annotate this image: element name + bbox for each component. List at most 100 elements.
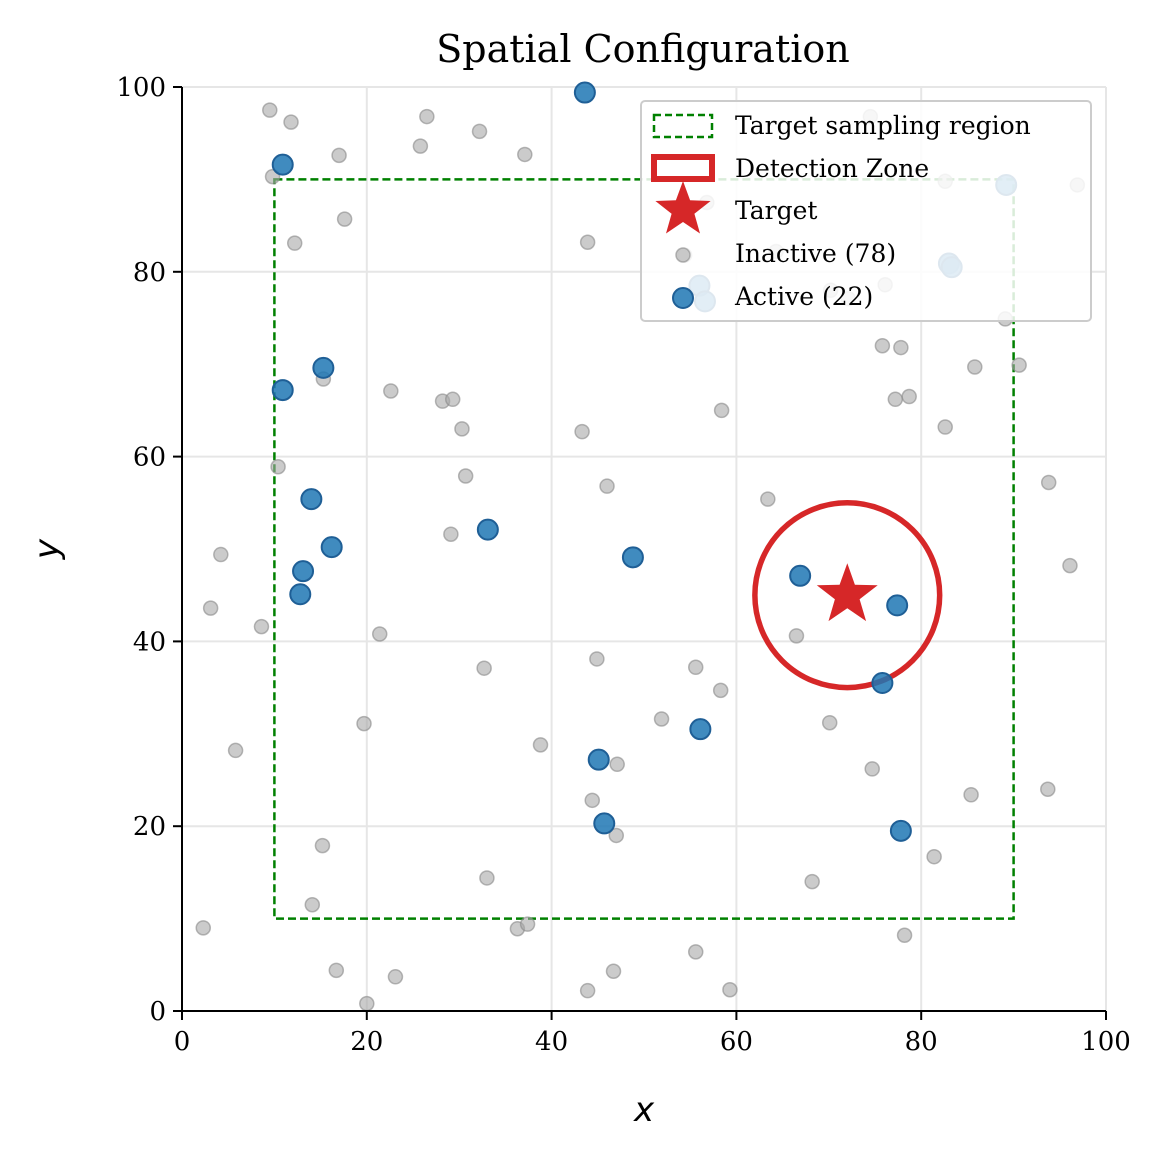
detection-zone-circle <box>752 500 943 691</box>
inactive-point <box>713 402 730 419</box>
inactive-point <box>722 981 738 998</box>
inactive-point <box>788 628 805 644</box>
y-tick-label: 40 <box>133 627 166 657</box>
x-tick-label: 20 <box>350 1027 383 1057</box>
inactive-point <box>328 962 345 979</box>
inactive-point <box>383 383 399 399</box>
inactive-point <box>314 837 331 854</box>
x-axis-label: x <box>633 1090 655 1130</box>
active-point <box>289 583 312 606</box>
inactive-points <box>195 102 1086 1012</box>
y-axis-label: y <box>27 538 67 560</box>
inactive-point <box>874 337 891 354</box>
legend-label-target: Target <box>735 196 817 225</box>
legend-box <box>640 100 1092 322</box>
inactive-point <box>371 626 388 642</box>
inactive-point <box>1040 474 1057 491</box>
active-point <box>886 594 909 617</box>
inactive-point <box>331 147 347 164</box>
legend-sampling-region-swatch <box>652 113 714 139</box>
inactive-point <box>479 870 495 886</box>
inactive-point <box>712 682 729 699</box>
active-point <box>312 356 335 379</box>
inactive-point <box>609 756 625 773</box>
y-tick-label: 0 <box>149 997 166 1027</box>
inactive-point <box>579 234 596 250</box>
active-point <box>593 812 616 835</box>
active-point <box>476 518 499 541</box>
inactive-point <box>608 827 625 844</box>
target-star <box>816 563 878 622</box>
inactive-point <box>454 421 470 437</box>
inactive-point <box>579 982 596 999</box>
inactive-point <box>202 600 219 616</box>
inactive-point <box>589 651 605 667</box>
active-points <box>271 81 1018 842</box>
grid-lines <box>181 86 1107 1012</box>
inactive-point <box>444 391 461 408</box>
inactive-point <box>519 916 536 932</box>
inactive-point <box>687 944 704 960</box>
legend-inactive-swatch <box>675 247 691 263</box>
y-tick-label: 100 <box>116 73 166 103</box>
inactive-point <box>270 459 286 475</box>
inactive-point <box>457 468 474 484</box>
x-tick-label: 100 <box>1081 1027 1131 1057</box>
inactive-point <box>574 423 590 440</box>
y-tick-label: 20 <box>133 812 166 842</box>
active-point <box>621 546 644 569</box>
legend-label-inactive: Inactive (78) <box>735 239 896 268</box>
legend-target-swatch <box>655 181 711 234</box>
legend-active-swatch <box>672 287 694 309</box>
legend-label-active: Active (22) <box>734 282 873 311</box>
inactive-point <box>804 873 820 890</box>
inactive-point <box>304 896 321 913</box>
inactive-point <box>286 235 303 251</box>
inactive-point <box>864 761 880 777</box>
x-tick-label: 60 <box>720 1027 753 1057</box>
y-tick-label: 60 <box>133 443 166 473</box>
legend-label-detection-zone: Detection Zone <box>735 154 929 183</box>
legend-detection-zone-swatch <box>651 154 715 182</box>
inactive-point <box>760 491 776 507</box>
inactive-point <box>1011 357 1027 373</box>
legend-label-sampling-region: Target sampling region <box>735 111 1031 140</box>
sampling-region-layer <box>273 178 1015 920</box>
active-point <box>789 564 812 587</box>
active-point <box>271 379 294 402</box>
x-ticks: 0 20 40 60 80 100 <box>174 1011 1131 1057</box>
inactive-point <box>653 711 670 727</box>
active-point <box>587 748 610 771</box>
chart-title: Spatial Configuration <box>436 27 850 71</box>
inactive-point <box>517 146 533 163</box>
inactive-point <box>443 526 459 542</box>
inactive-point <box>419 108 435 125</box>
active-point <box>320 536 343 559</box>
inactive-point <box>283 114 299 130</box>
x-tick-label: 0 <box>174 1027 191 1057</box>
inactive-point <box>359 995 375 1012</box>
x-tick-label: 80 <box>905 1027 938 1057</box>
inactive-point <box>412 138 429 154</box>
inactive-point <box>605 963 622 980</box>
inactive-point <box>336 211 353 227</box>
inactive-point <box>963 787 979 803</box>
inactive-point <box>584 792 601 809</box>
active-point <box>573 81 596 104</box>
active-point <box>300 488 323 511</box>
inactive-point <box>253 618 270 635</box>
target-layer <box>816 563 878 622</box>
sampling-region-rect <box>273 178 1015 920</box>
inactive-point <box>387 969 404 985</box>
inactive-point <box>821 714 838 731</box>
active-point <box>292 560 315 583</box>
inactive-point <box>532 737 549 753</box>
x-tick-label: 40 <box>535 1027 568 1057</box>
inactive-point <box>1040 781 1056 797</box>
active-point <box>889 819 912 842</box>
inactive-point <box>887 391 904 408</box>
inactive-point <box>476 660 492 676</box>
detection-zone-layer <box>752 500 943 691</box>
inactive-point <box>1062 557 1078 574</box>
